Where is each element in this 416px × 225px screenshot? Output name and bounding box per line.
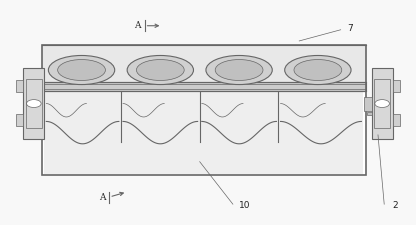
Bar — [25, 79, 42, 128]
Ellipse shape — [215, 60, 263, 81]
Text: 2: 2 — [393, 201, 398, 210]
Ellipse shape — [294, 60, 342, 81]
Circle shape — [27, 100, 41, 108]
Text: 7: 7 — [347, 24, 353, 33]
Bar — [16, 114, 23, 126]
Bar — [393, 80, 400, 92]
Bar — [23, 68, 44, 139]
Ellipse shape — [127, 56, 193, 85]
Text: 10: 10 — [239, 201, 250, 210]
Text: A: A — [99, 193, 106, 202]
Ellipse shape — [58, 60, 105, 81]
Ellipse shape — [48, 56, 115, 85]
Circle shape — [375, 100, 389, 108]
Bar — [44, 51, 364, 174]
Bar — [393, 114, 400, 126]
Bar — [42, 45, 366, 82]
Bar — [16, 80, 23, 92]
Ellipse shape — [285, 56, 351, 85]
Bar — [374, 79, 391, 128]
Text: A: A — [134, 21, 141, 30]
Bar — [367, 112, 372, 115]
Bar — [42, 45, 366, 175]
Bar — [42, 45, 366, 175]
Bar — [372, 68, 393, 139]
Bar — [42, 82, 366, 91]
Bar — [364, 97, 372, 111]
Ellipse shape — [206, 56, 272, 85]
Ellipse shape — [136, 60, 184, 81]
